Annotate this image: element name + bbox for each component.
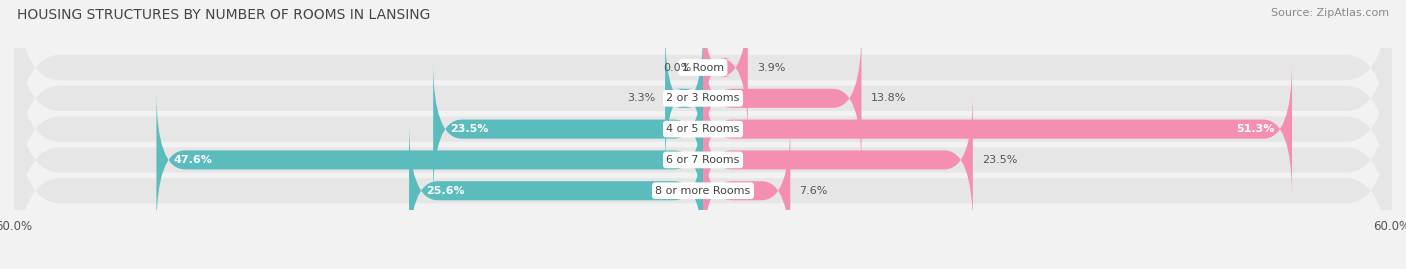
Text: 47.6%: 47.6% [174,155,212,165]
Text: Source: ZipAtlas.com: Source: ZipAtlas.com [1271,8,1389,18]
FancyBboxPatch shape [14,80,1392,269]
FancyBboxPatch shape [665,31,703,166]
Text: 2 or 3 Rooms: 2 or 3 Rooms [666,93,740,103]
Text: 23.5%: 23.5% [981,155,1018,165]
FancyBboxPatch shape [14,0,1392,209]
FancyBboxPatch shape [703,62,1292,197]
Text: 25.6%: 25.6% [426,186,465,196]
Text: 7.6%: 7.6% [800,186,828,196]
Text: 13.8%: 13.8% [870,93,905,103]
FancyBboxPatch shape [703,93,973,227]
FancyBboxPatch shape [14,0,1392,178]
Text: 0.0%: 0.0% [664,62,692,73]
FancyBboxPatch shape [703,0,748,135]
Text: HOUSING STRUCTURES BY NUMBER OF ROOMS IN LANSING: HOUSING STRUCTURES BY NUMBER OF ROOMS IN… [17,8,430,22]
FancyBboxPatch shape [703,31,862,166]
FancyBboxPatch shape [703,123,790,258]
Legend: Owner-occupied, Renter-occupied: Owner-occupied, Renter-occupied [574,266,832,269]
Text: 23.5%: 23.5% [450,124,489,134]
FancyBboxPatch shape [156,93,703,227]
Text: 51.3%: 51.3% [1236,124,1275,134]
Text: 1 Room: 1 Room [682,62,724,73]
Text: 3.9%: 3.9% [756,62,786,73]
Text: 8 or more Rooms: 8 or more Rooms [655,186,751,196]
Text: 6 or 7 Rooms: 6 or 7 Rooms [666,155,740,165]
Text: 3.3%: 3.3% [627,93,657,103]
FancyBboxPatch shape [409,123,703,258]
FancyBboxPatch shape [14,49,1392,269]
Text: 4 or 5 Rooms: 4 or 5 Rooms [666,124,740,134]
FancyBboxPatch shape [14,19,1392,240]
FancyBboxPatch shape [433,62,703,197]
